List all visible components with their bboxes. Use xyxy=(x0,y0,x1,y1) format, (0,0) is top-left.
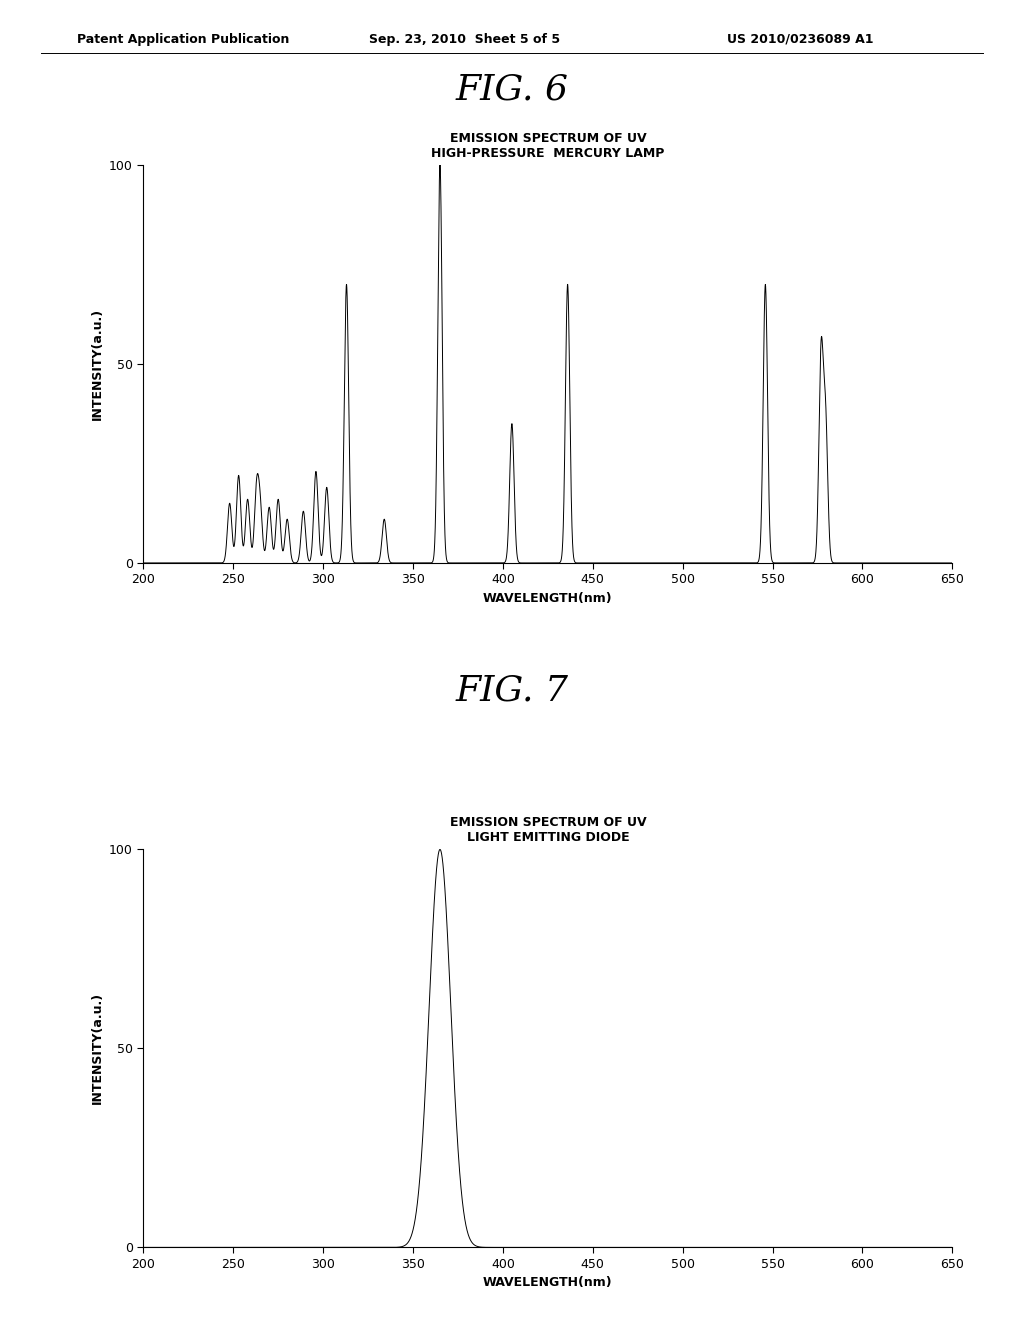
X-axis label: WAVELENGTH(nm): WAVELENGTH(nm) xyxy=(483,591,612,605)
Text: US 2010/0236089 A1: US 2010/0236089 A1 xyxy=(727,33,873,46)
Y-axis label: INTENSITY(a.u.): INTENSITY(a.u.) xyxy=(90,993,103,1105)
Title: EMISSION SPECTRUM OF UV
LIGHT EMITTING DIODE: EMISSION SPECTRUM OF UV LIGHT EMITTING D… xyxy=(450,816,646,843)
Text: FIG. 7: FIG. 7 xyxy=(456,673,568,708)
X-axis label: WAVELENGTH(nm): WAVELENGTH(nm) xyxy=(483,1276,612,1290)
Text: Patent Application Publication: Patent Application Publication xyxy=(77,33,289,46)
Text: FIG. 6: FIG. 6 xyxy=(456,73,568,107)
Text: Sep. 23, 2010  Sheet 5 of 5: Sep. 23, 2010 Sheet 5 of 5 xyxy=(369,33,560,46)
Title: EMISSION SPECTRUM OF UV
HIGH-PRESSURE  MERCURY LAMP: EMISSION SPECTRUM OF UV HIGH-PRESSURE ME… xyxy=(431,132,665,160)
Y-axis label: INTENSITY(a.u.): INTENSITY(a.u.) xyxy=(90,308,103,420)
